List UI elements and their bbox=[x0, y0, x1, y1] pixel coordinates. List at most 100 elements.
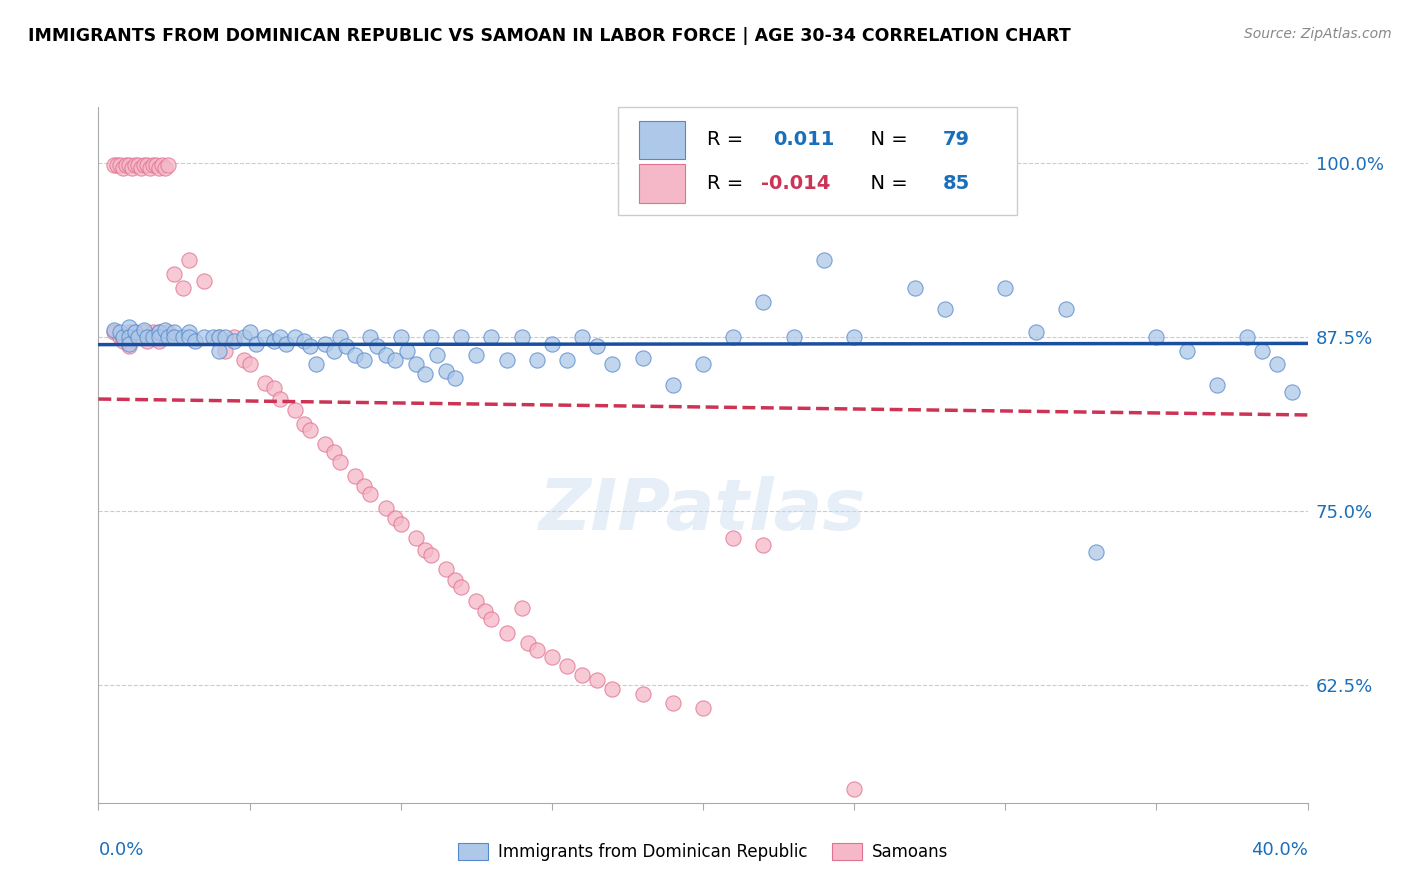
Point bbox=[148, 334, 170, 348]
Point bbox=[172, 329, 194, 343]
Point bbox=[495, 626, 517, 640]
Point bbox=[118, 159, 141, 173]
Point bbox=[323, 343, 346, 358]
Point bbox=[124, 159, 146, 173]
Point bbox=[1024, 326, 1046, 340]
Point bbox=[723, 532, 745, 546]
Point bbox=[1054, 301, 1077, 316]
Point bbox=[118, 329, 141, 343]
Point bbox=[111, 334, 134, 348]
Point bbox=[783, 329, 806, 343]
Point bbox=[662, 696, 685, 710]
Point bbox=[142, 329, 165, 343]
Point bbox=[450, 580, 472, 594]
Point bbox=[292, 334, 315, 348]
Point bbox=[163, 326, 186, 340]
Point bbox=[232, 329, 254, 343]
Point bbox=[602, 358, 624, 372]
Point bbox=[214, 329, 236, 343]
Point bbox=[526, 353, 548, 368]
Point bbox=[481, 612, 503, 626]
Point bbox=[374, 348, 396, 362]
Point bbox=[465, 348, 488, 362]
Point bbox=[129, 161, 152, 176]
Point bbox=[420, 548, 443, 562]
Point bbox=[1085, 545, 1108, 559]
Point bbox=[156, 159, 179, 173]
Point bbox=[586, 339, 609, 353]
Point bbox=[474, 604, 496, 618]
Point bbox=[135, 159, 157, 173]
Point bbox=[124, 326, 146, 340]
Point bbox=[108, 329, 131, 343]
Point bbox=[208, 343, 231, 358]
Point bbox=[284, 329, 307, 343]
Point bbox=[156, 329, 179, 343]
Point bbox=[314, 336, 336, 351]
Point bbox=[1251, 343, 1274, 358]
Point bbox=[179, 329, 201, 343]
Point bbox=[111, 161, 134, 176]
Point bbox=[150, 159, 173, 173]
Point bbox=[108, 326, 131, 340]
Text: R =: R = bbox=[707, 174, 749, 193]
Point bbox=[374, 500, 396, 515]
Point bbox=[208, 329, 231, 343]
Point bbox=[224, 329, 246, 343]
Point bbox=[148, 161, 170, 176]
Point bbox=[142, 159, 165, 173]
Point bbox=[555, 659, 578, 673]
Point bbox=[135, 329, 157, 343]
Point bbox=[269, 392, 291, 407]
Point bbox=[395, 343, 418, 358]
Point bbox=[434, 364, 457, 378]
Text: IMMIGRANTS FROM DOMINICAN REPUBLIC VS SAMOAN IN LABOR FORCE | AGE 30-34 CORRELAT: IMMIGRANTS FROM DOMINICAN REPUBLIC VS SA… bbox=[28, 27, 1071, 45]
Point bbox=[571, 667, 593, 681]
Point bbox=[148, 326, 170, 340]
Point bbox=[366, 339, 388, 353]
Point bbox=[413, 368, 436, 382]
Point bbox=[444, 371, 467, 385]
Point bbox=[284, 403, 307, 417]
Point bbox=[111, 329, 134, 343]
Point bbox=[179, 253, 201, 268]
Text: -0.014: -0.014 bbox=[761, 174, 831, 193]
Point bbox=[163, 267, 186, 281]
Point bbox=[555, 353, 578, 368]
Point bbox=[844, 329, 866, 343]
Point bbox=[118, 334, 141, 348]
Point bbox=[384, 353, 406, 368]
Point bbox=[353, 353, 375, 368]
Point bbox=[1281, 385, 1303, 400]
Point bbox=[163, 329, 186, 343]
Point bbox=[335, 339, 357, 353]
Point bbox=[450, 329, 472, 343]
Point bbox=[153, 323, 176, 337]
Point bbox=[118, 326, 141, 340]
Text: 0.011: 0.011 bbox=[773, 130, 835, 149]
Point bbox=[269, 329, 291, 343]
Point bbox=[1144, 329, 1167, 343]
Point bbox=[108, 159, 131, 173]
Point bbox=[132, 326, 155, 340]
Point bbox=[426, 348, 449, 362]
Point bbox=[631, 351, 654, 365]
Point bbox=[245, 336, 267, 351]
Point bbox=[495, 353, 517, 368]
Point bbox=[389, 517, 412, 532]
Text: N =: N = bbox=[858, 130, 914, 149]
Text: N =: N = bbox=[858, 174, 914, 193]
Point bbox=[813, 253, 835, 268]
Point bbox=[420, 329, 443, 343]
FancyBboxPatch shape bbox=[638, 120, 685, 159]
Point bbox=[239, 358, 262, 372]
Point bbox=[752, 538, 775, 552]
Point bbox=[413, 542, 436, 557]
Text: 85: 85 bbox=[942, 174, 970, 193]
Point bbox=[360, 487, 382, 501]
Point bbox=[145, 159, 167, 173]
Point bbox=[1175, 343, 1198, 358]
Point bbox=[465, 594, 488, 608]
Point bbox=[723, 329, 745, 343]
Text: R =: R = bbox=[707, 130, 749, 149]
